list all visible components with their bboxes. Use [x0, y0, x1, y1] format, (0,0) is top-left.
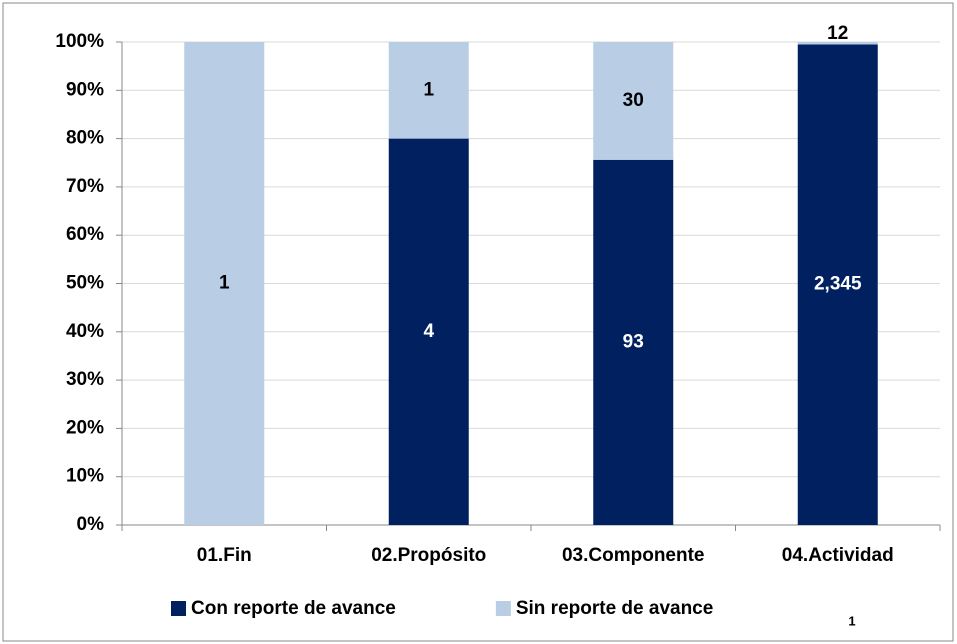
y-tick-label: 30% [66, 369, 104, 390]
data-label: 93 [623, 331, 644, 352]
bar-segment [593, 159, 674, 525]
bar-segment [184, 42, 265, 525]
x-tick-label: 03.Componente [562, 545, 705, 566]
x-tick-label: 04.Actividad [782, 545, 894, 566]
bar-segment [388, 42, 469, 139]
bar-segment [797, 44, 878, 526]
y-tick-label: 50% [66, 273, 104, 294]
y-tick-label: 70% [66, 176, 104, 197]
y-tick-label: 90% [66, 79, 104, 100]
legend-swatch [171, 601, 186, 616]
y-tick-label: 0% [77, 514, 105, 535]
y-tick-label: 100% [55, 31, 104, 52]
data-label: 1 [219, 273, 230, 294]
data-label: 12 [827, 23, 848, 44]
x-tick-label: 01.Fin [197, 545, 252, 566]
y-tick-label: 10% [66, 466, 104, 487]
y-tick-label: 40% [66, 321, 104, 342]
y-tick-label: 80% [66, 128, 104, 149]
data-label: 30 [623, 90, 644, 111]
y-tick-label: 20% [66, 417, 104, 438]
data-label: 4 [423, 321, 434, 342]
x-tick-label: 02.Propósito [371, 545, 486, 566]
y-tick-label: 60% [66, 224, 104, 245]
legend-label: Con reporte de avance [191, 598, 396, 619]
data-label: 2,345 [814, 274, 862, 295]
data-label: 1 [423, 79, 434, 100]
bar-segment [593, 42, 674, 160]
legend-swatch [495, 601, 511, 616]
footnote: 1 [848, 613, 855, 628]
bar-segment [797, 42, 878, 45]
legend-label: Sin reporte de avance [516, 598, 713, 619]
bar-segment [388, 138, 469, 525]
